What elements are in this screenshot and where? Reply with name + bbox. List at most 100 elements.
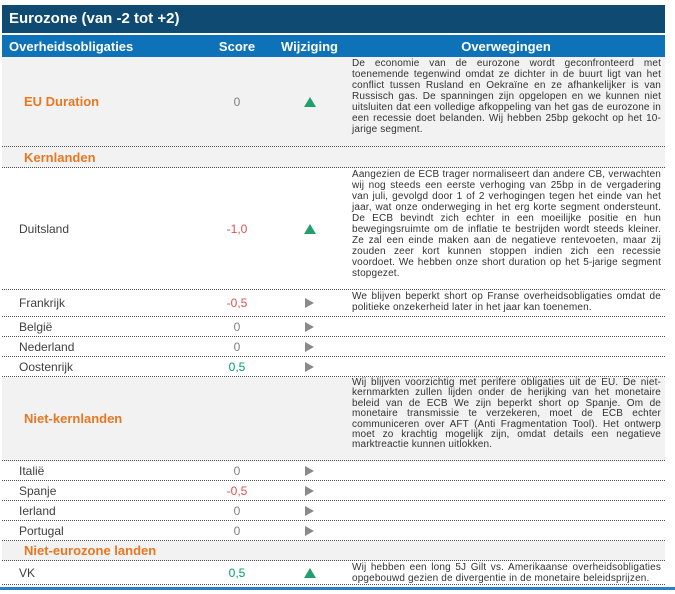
table-row-spanje: Spanje -0,5 [2,481,665,501]
row-label-cell: Niet-eurozone landen [2,541,202,560]
row-label-cell: Oostenrijk [2,357,202,376]
considerations-text [347,521,665,540]
table-row-eu-duration: EU Duration 0 De economie van de eurozone … [2,57,665,147]
score-value: -0,5 [226,296,248,310]
considerations-text [347,337,665,356]
change-cell [272,461,347,480]
change-cell [272,501,347,520]
table-body: EU Duration 0 De economie van de eurozone … [2,57,665,585]
section-row-kernlanden: Kernlanden [2,147,665,168]
section-row-niet-eurozone-landen: Niet-eurozone landen [2,541,665,561]
considerations-text: Wij blijven voorzichtig met perifere obl… [352,377,661,451]
row-label-cell: Frankrijk [2,290,202,316]
triangle-up-icon [303,223,316,234]
considerations-text [347,481,665,500]
score-value [202,541,272,560]
change-cell [272,561,347,584]
considerations-text: De economie van de eurozone wordt geconf… [352,58,661,135]
score-value: -0,5 [226,483,248,498]
table-row-frankrijk: Frankrijk -0,5 We blijven beperkt short op… [2,290,665,317]
row-label-cell: Duitsland [2,168,202,289]
triangle-right-icon [305,298,314,308]
change-cell [272,57,347,146]
row-label-cell: VK [2,561,202,584]
change-cell [272,168,347,289]
row-label: EU Duration [24,94,100,109]
row-label-cell: België [2,317,202,336]
considerations-text [347,541,665,560]
row-label: VK [19,565,36,580]
table-row-oostenrijk: Oostenrijk 0,5 [2,357,665,377]
change-cell [272,317,347,336]
row-label: Niet-eurozone landen [24,543,157,558]
change-cell [272,147,347,167]
row-label-cell: Portugal [2,521,202,540]
table-header-row: Overheidsobligaties Score Wijziging Over… [2,35,665,57]
table-title: Eurozone (van -2 tot +2) [2,5,665,33]
considerations-text [347,461,665,480]
title-header-divider [2,33,665,35]
row-label: Nederland [19,339,75,354]
triangle-up-icon [303,567,316,578]
score-value: 0 [233,523,241,538]
change-cell [272,357,347,376]
table-row-ierland: Ierland 0 [2,501,665,521]
change-cell [272,521,347,540]
considerations-text: Wij hebben een long 5J Gilt vs. Amerikaa… [352,562,661,584]
considerations-text: We blijven beperkt short op Franse overh… [352,291,661,313]
score-value: 0 [233,503,241,518]
score-value: 0 [233,463,241,478]
row-label-cell: Italië [2,461,202,480]
row-label: Portugal [19,523,64,538]
row-label: Spanje [19,483,57,498]
triangle-right-icon [305,321,314,332]
row-label: Ierland [19,503,56,518]
scorecard-table: Eurozone (van -2 tot +2) Overheidsobliga… [2,5,665,585]
triangle-right-icon [305,525,314,536]
table-row-duitsland: Duitsland -1,0 Aangezien de ECB trager no… [2,168,665,290]
row-label-cell: Ierland [2,501,202,520]
considerations-text: Aangezien de ECB trager normaliseert dan… [352,169,661,279]
row-label: Oostenrijk [19,359,74,374]
row-label-cell: Niet-kernlanden [2,377,202,460]
change-cell [272,337,347,356]
row-label: Niet-kernlanden [24,411,123,426]
triangle-right-icon [305,361,314,372]
bottom-accent-line [0,587,675,590]
score-value: -1,0 [226,221,248,236]
score-value [202,147,272,167]
triangle-right-icon [305,505,314,516]
table-row-belgi: België 0 [2,317,665,337]
row-label-cell: Nederland [2,337,202,356]
considerations-text [347,357,665,376]
row-label: Italië [19,463,45,478]
table-row-itali: Italië 0 [2,461,665,481]
change-cell [272,290,347,316]
table-row-nederland: Nederland 0 [2,337,665,357]
triangle-up-icon [303,96,316,107]
table-row-portugal: Portugal 0 [2,521,665,541]
triangle-right-icon [305,485,314,496]
considerations-text [347,317,665,336]
row-label-cell: EU Duration [2,57,202,146]
considerations-text [347,147,665,167]
change-cell [272,481,347,500]
row-label-cell: Kernlanden [2,147,202,167]
row-label: Frankrijk [19,296,66,310]
score-value: 0,5 [228,359,246,374]
row-label: België [19,319,53,334]
score-value: 0 [233,339,241,354]
col-header-overwegingen: Overwegingen [461,38,551,54]
score-value: 0 [233,94,241,109]
triangle-right-icon [305,341,314,352]
change-cell [272,377,347,460]
change-cell [272,541,347,560]
section-row-niet-kernlanden: Niet-kernlanden Wij blijven voorzichtig m… [2,377,665,461]
score-value [202,377,272,460]
col-header-score: Score [218,38,256,54]
row-label-cell: Spanje [2,481,202,500]
col-header-wijziging: Wijziging [281,38,338,54]
row-label: Kernlanden [24,149,96,165]
row-label: Duitsland [19,221,70,236]
